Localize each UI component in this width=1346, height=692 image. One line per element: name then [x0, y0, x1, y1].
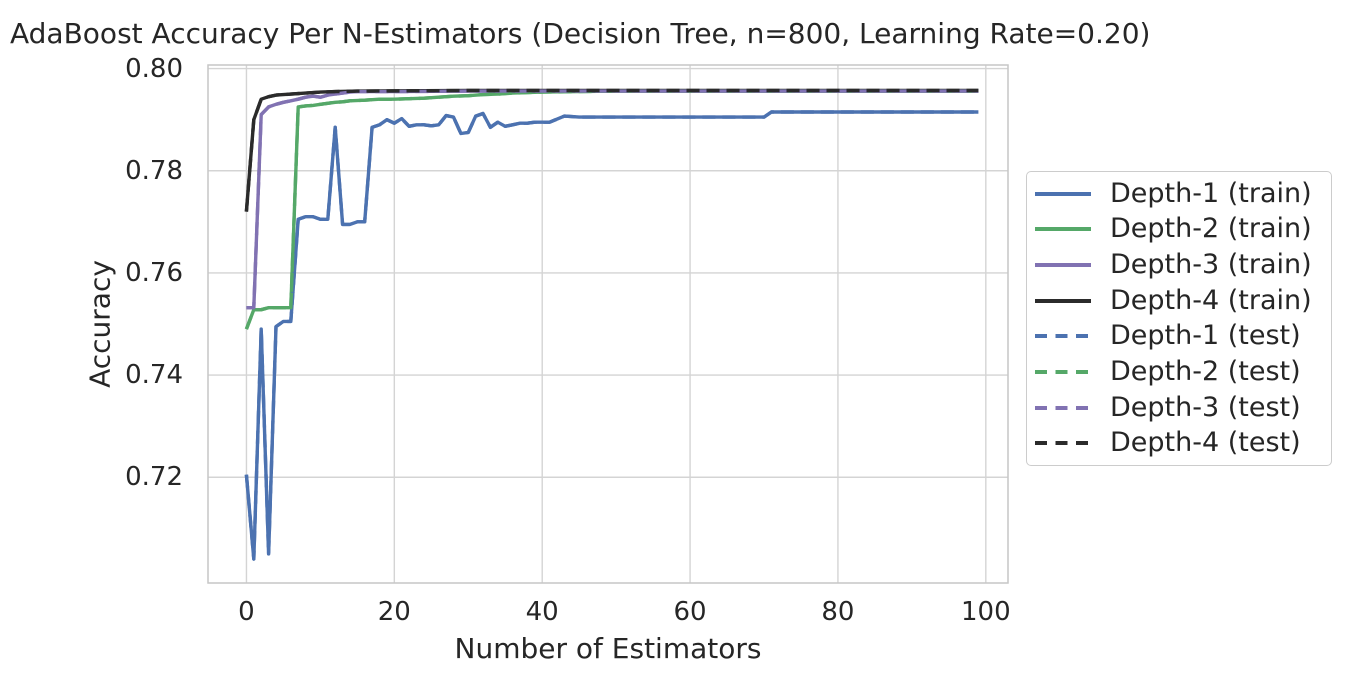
x-axis-label: Number of Estimators: [454, 632, 762, 665]
y-tick-label: 0.80: [125, 53, 183, 84]
y-tick-label: 0.78: [125, 155, 183, 186]
x-tick-label: 20: [377, 597, 411, 627]
legend-item-label: Depth-2 (train): [1110, 213, 1312, 245]
legend-item: Depth-3 (test): [1027, 391, 1331, 423]
x-tick-label: 0: [238, 597, 255, 627]
legend-item-label: Depth-1 (train): [1110, 177, 1312, 209]
y-tick-label: 0.76: [125, 257, 183, 288]
y-tick-label: 0.74: [125, 360, 183, 391]
series-line-depth-4-test: [244, 88, 979, 212]
series-line-depth-3-train: [246, 89, 979, 310]
series-line-depth-3-test: [246, 89, 979, 310]
series-line-depth-1-test: [244, 110, 979, 561]
series-line-depth-2-train: [244, 89, 979, 330]
legend-item-label: Depth-1 (test): [1110, 320, 1301, 352]
plot-spines: [207, 64, 1009, 584]
legend-item-label: Depth-4 (train): [1110, 284, 1312, 316]
x-tick-label: 100: [960, 597, 1011, 627]
x-tick-label: 60: [673, 597, 707, 627]
y-tick-label: 0.72: [125, 462, 183, 493]
series-line-depth-4-train: [244, 88, 979, 212]
legend-line-sample: [1035, 369, 1091, 374]
legend: Depth-1 (train) Depth-2 (train) Depth-3 (t…: [1026, 171, 1332, 466]
series-line-depth-2-test: [244, 89, 979, 330]
legend-item: Depth-1 (test): [1027, 321, 1331, 351]
legend-line-sample: [1035, 405, 1091, 410]
legend-item: Depth-4 (test): [1027, 428, 1331, 458]
series-line-depth-1-train: [244, 110, 979, 561]
legend-line-sample: [1035, 298, 1091, 303]
legend-item: Depth-3 (train): [1027, 250, 1331, 280]
legend-line-sample: [1035, 227, 1091, 232]
x-tick-label: 40: [525, 597, 559, 627]
legend-line-sample: [1035, 334, 1091, 339]
legend-item-label: Depth-2 (test): [1110, 355, 1301, 387]
legend-line-sample: [1035, 191, 1091, 196]
legend-item: Depth-4 (train): [1027, 284, 1331, 316]
x-tick-label: 80: [821, 597, 855, 627]
chart-title: AdaBoost Accuracy Per N-Estimators (Deci…: [10, 17, 1151, 50]
legend-item: Depth-1 (train): [1027, 177, 1331, 209]
legend-item-label: Depth-3 (test): [1110, 391, 1301, 423]
legend-item: Depth-2 (train): [1027, 214, 1331, 244]
legend-line-sample: [1035, 441, 1091, 446]
legend-item-label: Depth-3 (train): [1110, 249, 1312, 281]
legend-item-label: Depth-4 (test): [1110, 427, 1301, 459]
legend-line-sample: [1035, 263, 1091, 268]
legend-item: Depth-2 (test): [1027, 355, 1331, 387]
